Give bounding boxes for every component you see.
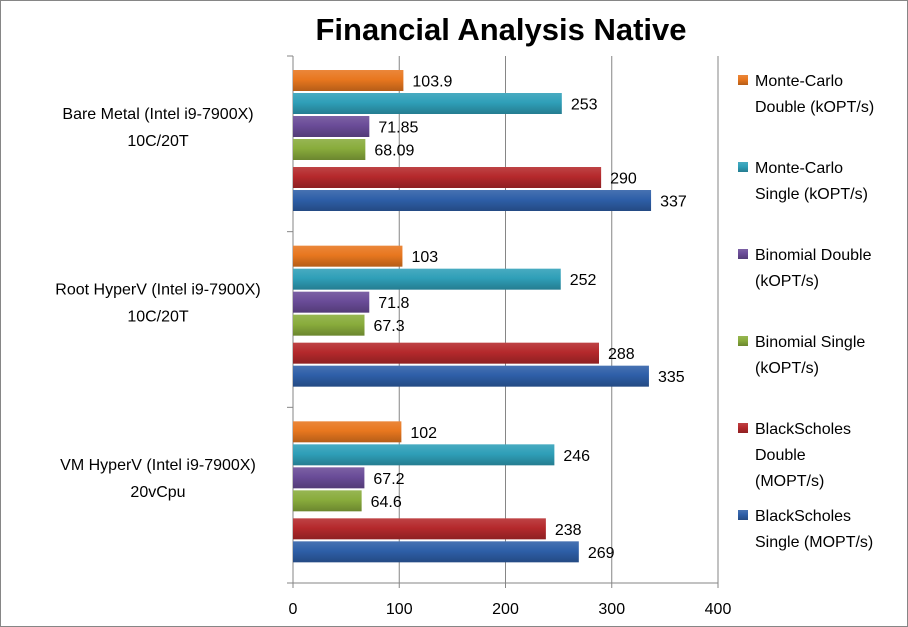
data-label: 67.3 (374, 318, 405, 335)
legend-swatch (738, 423, 748, 433)
bar (293, 245, 403, 267)
data-label: 252 (570, 272, 597, 289)
category-label: Root HyperV (Intel i9-7900X) (55, 282, 260, 299)
category-label: VM HyperV (Intel i9-7900X) (60, 457, 256, 474)
data-label: 71.85 (378, 120, 418, 137)
data-label: 64.6 (371, 494, 402, 511)
bar (293, 342, 599, 364)
data-label: 238 (555, 522, 582, 539)
data-label: 71.8 (378, 295, 409, 312)
bar (293, 190, 652, 211)
bar (293, 116, 370, 137)
x-tick-label: 300 (598, 601, 625, 618)
legend-entry: Double (kOPT/s) (755, 99, 874, 116)
legend-entry: Binomial Double (755, 247, 872, 264)
data-label: 68.09 (374, 143, 414, 160)
bar (293, 314, 365, 336)
x-tick-label: 100 (386, 601, 413, 618)
x-tick-label: 200 (492, 601, 519, 618)
bar (293, 421, 402, 443)
legend-swatch (738, 162, 748, 172)
data-label: 246 (563, 448, 590, 465)
legend-entry: Single (MOPT/s) (755, 534, 873, 551)
legend-entry: (MOPT/s) (755, 473, 824, 490)
legend-entry: Single (kOPT/s) (755, 186, 868, 203)
chart-title: Financial Analysis Native (315, 12, 686, 47)
data-label: 269 (588, 545, 615, 562)
bar (293, 518, 546, 540)
bar (293, 268, 561, 290)
bar (293, 291, 370, 313)
bar (293, 70, 404, 91)
bar (293, 139, 366, 160)
legend-entry: (kOPT/s) (755, 273, 819, 290)
legend-entry: Monte-Carlo (755, 73, 843, 90)
legend-entry: (kOPT/s) (755, 360, 819, 377)
legend-entry: BlackScholes (755, 421, 851, 438)
legend-entry: Binomial Single (755, 334, 865, 351)
legend-swatch (738, 510, 748, 520)
legend-swatch (738, 249, 748, 259)
bar (293, 490, 362, 512)
x-tick-label: 400 (705, 601, 732, 618)
legend-entry: Monte-Carlo (755, 160, 843, 177)
bar (293, 444, 555, 466)
bar (293, 93, 562, 114)
data-label: 103.9 (412, 74, 452, 91)
legend-entry: BlackScholes (755, 508, 851, 525)
data-label: 103 (411, 249, 438, 266)
x-tick-label: 0 (289, 601, 298, 618)
category-label: Bare Metal (Intel i9-7900X) (62, 106, 253, 123)
data-label: 253 (571, 97, 598, 114)
data-label: 102 (410, 425, 437, 442)
category-label: 10C/20T (127, 309, 189, 326)
data-label: 67.2 (373, 471, 404, 488)
bar (293, 541, 579, 563)
data-label: 288 (608, 346, 635, 363)
bar (293, 467, 365, 489)
legend-swatch (738, 336, 748, 346)
category-label: 20vCpu (130, 484, 185, 501)
category-label: 10C/20T (127, 133, 189, 150)
bar (293, 167, 602, 188)
data-label: 290 (610, 171, 637, 188)
data-label: 337 (660, 194, 687, 211)
legend-swatch (738, 75, 748, 85)
legend-entry: Double (755, 447, 806, 464)
bar (293, 365, 649, 387)
data-label: 335 (658, 369, 685, 386)
